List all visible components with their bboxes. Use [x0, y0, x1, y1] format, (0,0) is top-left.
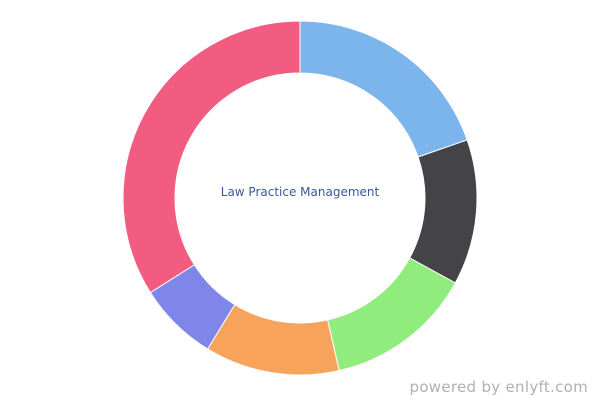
credit-text[interactable]: powered by enlyft.com — [409, 378, 588, 396]
donut-slice-1[interactable] — [299, 20, 468, 158]
donut-slice-3[interactable] — [327, 257, 456, 372]
donut-slice-6[interactable] — [122, 20, 301, 294]
chart-center-title: Law Practice Management — [220, 185, 380, 199]
donut-slice-2[interactable] — [408, 139, 478, 284]
